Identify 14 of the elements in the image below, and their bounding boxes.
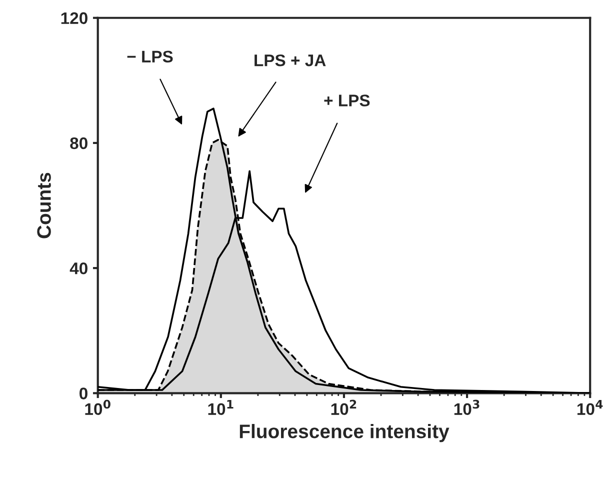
annotation: LPS + JA (254, 54, 326, 66)
x-axis-title: Fluorescence intensity (240, 424, 450, 442)
annotation: − LPS (127, 50, 173, 62)
x-tick-label: 10$^{4}$ (577, 400, 603, 416)
y-axis-title: Counts (37, 172, 51, 238)
y-tick-label: 0 (80, 388, 88, 400)
x-tick-label: 10$^{2}$ (331, 400, 356, 415)
x-tick-label: 10$^{0}$ (85, 400, 110, 415)
y-tick-label: 80 (70, 137, 88, 150)
y-tick-label: 40 (70, 262, 88, 274)
y-tick-label: 120 (61, 12, 88, 24)
x-tick-label: 10$^{3}$ (454, 400, 480, 415)
x-tick-label: 10$^{1}$ (208, 400, 234, 416)
annotation: + LPS (324, 94, 370, 106)
